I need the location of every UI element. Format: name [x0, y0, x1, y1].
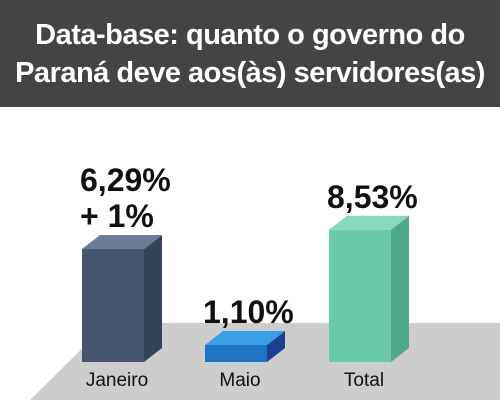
bar-maio-side	[267, 330, 285, 362]
bar-maio-top	[205, 330, 285, 345]
bar-janeiro	[82, 249, 144, 362]
category-label-maio: Maio	[219, 370, 260, 391]
value-label-janeiro-2: + 1%	[80, 198, 154, 234]
value-label-total: 8,53%	[327, 179, 418, 215]
chart-title-banner: Data-base: quanto o governo do Paraná de…	[0, 0, 500, 107]
value-label-janeiro-1: 6,29%	[80, 162, 171, 198]
bar-total-side	[391, 215, 409, 362]
bar-chart: 6,29%+ 1% Janeiro 1,10% Maio 8,53% Total	[30, 162, 500, 400]
bar-total-top	[329, 215, 409, 230]
bar-total	[329, 229, 391, 362]
chart-title-line-2: Paraná deve aos(às) servidores(as)	[15, 56, 485, 89]
category-label-total: Total	[344, 370, 384, 391]
bar-janeiro-side	[144, 235, 162, 362]
chart-title-line-1: Data-base: quanto o governo do	[35, 18, 465, 51]
value-label-maio: 1,10%	[203, 294, 294, 330]
bar-janeiro-top	[82, 235, 162, 250]
category-label-janeiro: Janeiro	[86, 370, 148, 391]
bar-maio	[205, 344, 267, 362]
bars-group: 6,29%+ 1% Janeiro 1,10% Maio 8,53% Total	[80, 162, 418, 391]
